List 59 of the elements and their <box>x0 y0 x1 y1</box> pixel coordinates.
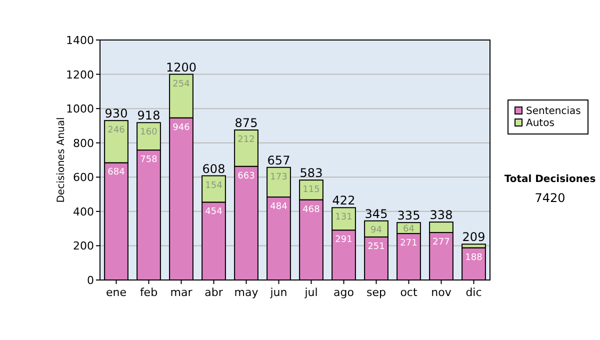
data-label: 131 <box>335 212 352 223</box>
data-label: 758 <box>140 155 158 166</box>
data-label: 115 <box>302 185 320 196</box>
data-label: 468 <box>302 204 320 215</box>
total-label: 338 <box>430 208 453 222</box>
y-tick-label: 400 <box>73 205 94 218</box>
data-label: 277 <box>432 238 450 248</box>
y-axis-title: Decisiones Anual <box>56 117 67 203</box>
total-label: 930 <box>104 106 128 121</box>
total-label: 422 <box>332 194 356 208</box>
x-tick-label: may <box>234 286 259 299</box>
data-label: 251 <box>368 242 385 252</box>
total-label: 657 <box>267 153 290 168</box>
x-tick-label: sep <box>366 286 386 299</box>
total-label: 875 <box>234 116 258 130</box>
data-label: 212 <box>238 135 255 145</box>
y-tick-label: 600 <box>73 171 94 184</box>
data-label: 946 <box>172 122 190 133</box>
x-tick-label: ene <box>106 286 127 299</box>
total-label: 1200 <box>166 60 197 74</box>
data-label: 160 <box>140 128 158 138</box>
text: 7420 <box>534 191 566 205</box>
legend-label: Sentencias <box>526 106 581 117</box>
y-tick-label: 1000 <box>66 102 94 116</box>
data-label: 291 <box>335 235 352 246</box>
data-label: 254 <box>172 79 190 90</box>
data-label: 684 <box>108 168 126 178</box>
y-tick-label: 800 <box>73 136 94 150</box>
y-tick-label: 0 <box>87 274 94 287</box>
x-tick-label: jun <box>269 286 288 299</box>
x-tick-label: oct <box>400 286 418 299</box>
total-label: 209 <box>462 230 486 244</box>
total-label: 335 <box>397 208 420 223</box>
x-tick-label: jul <box>304 286 318 299</box>
x-tick-label: ago <box>334 286 354 299</box>
total-label: 918 <box>137 108 160 123</box>
text: Total Decisiones <box>504 174 596 185</box>
data-label: 246 <box>108 126 126 136</box>
data-label: 94 <box>370 225 382 236</box>
x-tick-label: dic <box>466 286 482 299</box>
data-label: 484 <box>270 202 288 212</box>
data-label: 663 <box>238 171 255 182</box>
data-label: 154 <box>205 180 223 191</box>
data-label: 64 <box>403 224 415 235</box>
data-label: 454 <box>205 207 223 218</box>
y-tick-label: 1400 <box>66 34 94 47</box>
legend-label: Autos <box>526 118 554 129</box>
total-label: 345 <box>364 206 388 221</box>
data-label: 271 <box>400 238 418 249</box>
x-tick-label: feb <box>140 286 158 299</box>
y-tick-label: 1200 <box>66 68 94 82</box>
x-tick-label: mar <box>170 286 193 299</box>
data-label: 188 <box>465 252 483 263</box>
y-tick-label: 200 <box>73 240 94 253</box>
total-label: 583 <box>300 166 323 180</box>
total-label: 608 <box>202 162 226 176</box>
x-tick-label: nov <box>431 286 452 299</box>
x-tick-label: abr <box>204 286 224 299</box>
data-label: 173 <box>270 172 288 182</box>
